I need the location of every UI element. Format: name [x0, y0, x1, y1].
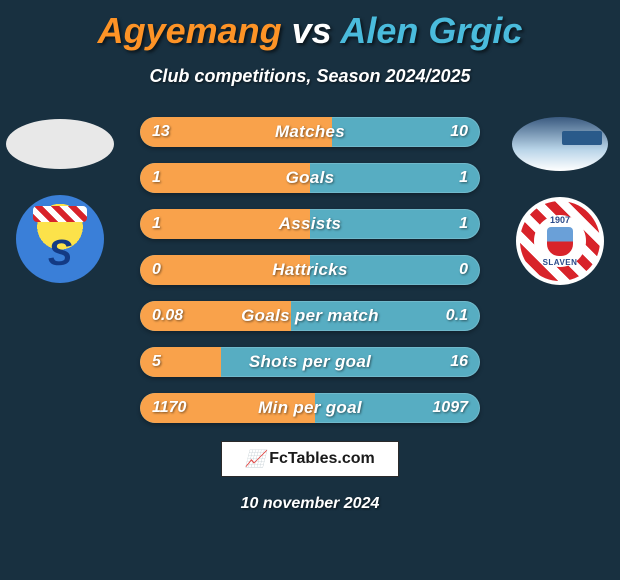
- vs-separator: vs: [292, 10, 332, 51]
- stat-label: Goals: [140, 163, 480, 193]
- stat-row: 13Matches10: [140, 117, 480, 147]
- stat-row: 5Shots per goal16: [140, 347, 480, 377]
- club-crest-right-year: 1907: [550, 215, 570, 225]
- player2-name: Alen Grgic: [340, 10, 522, 51]
- stat-value-right: 16: [450, 347, 468, 377]
- stat-value-right: 10: [450, 117, 468, 147]
- stat-label: Shots per goal: [140, 347, 480, 377]
- chart-icon: 📈: [245, 449, 265, 469]
- stat-value-right: 0: [459, 255, 468, 285]
- stat-label: Hattricks: [140, 255, 480, 285]
- stat-row: 0Hattricks0: [140, 255, 480, 285]
- stat-value-right: 1: [459, 209, 468, 239]
- stat-label: Min per goal: [140, 393, 480, 423]
- player1-name: Agyemang: [98, 10, 282, 51]
- stat-row: 1Assists1: [140, 209, 480, 239]
- stat-row: 1170Min per goal1097: [140, 393, 480, 423]
- club-crest-right: 1907 SLAVEN: [516, 197, 604, 285]
- stat-bars: 13Matches101Goals11Assists10Hattricks00.…: [140, 117, 480, 423]
- comparison-content: S 1907 SLAVEN 13Matches101Goals11Assists…: [0, 117, 620, 423]
- footer-logo: 📈 FcTables.com: [221, 441, 399, 477]
- player2-avatar: [512, 117, 608, 171]
- club-crest-right-inner: 1907 SLAVEN: [534, 215, 586, 267]
- stat-value-right: 0.1: [446, 301, 468, 331]
- subtitle: Club competitions, Season 2024/2025: [0, 66, 620, 87]
- stat-label: Matches: [140, 117, 480, 147]
- player1-column: S: [0, 117, 120, 283]
- comparison-title: Agyemang vs Alen Grgic: [0, 0, 620, 52]
- player2-column: 1907 SLAVEN: [500, 117, 620, 285]
- club-crest-left-letter: S: [48, 232, 72, 274]
- stat-value-right: 1097: [432, 393, 468, 423]
- stat-label: Goals per match: [140, 301, 480, 331]
- club-crest-left: S: [16, 195, 104, 283]
- stat-label: Assists: [140, 209, 480, 239]
- footer-logo-text: FcTables.com: [269, 450, 375, 468]
- club-crest-right-name: SLAVEN: [543, 258, 578, 267]
- stat-row: 0.08Goals per match0.1: [140, 301, 480, 331]
- player1-avatar-placeholder: [6, 119, 114, 169]
- footer-date: 10 november 2024: [0, 495, 620, 513]
- stat-row: 1Goals1: [140, 163, 480, 193]
- club-crest-right-shield-icon: [547, 227, 573, 256]
- stat-value-right: 1: [459, 163, 468, 193]
